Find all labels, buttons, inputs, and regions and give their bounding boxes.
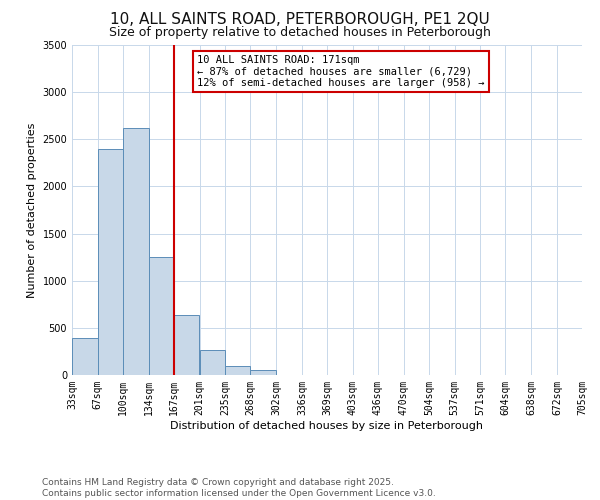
Y-axis label: Number of detached properties: Number of detached properties [27, 122, 37, 298]
Bar [72, 338, 98, 375]
Text: 10 ALL SAINTS ROAD: 171sqm
← 87% of detached houses are smaller (6,729)
12% of s: 10 ALL SAINTS ROAD: 171sqm ← 87% of deta… [197, 55, 484, 88]
Bar [250, 370, 276, 375]
Bar [98, 148, 123, 375]
X-axis label: Distribution of detached houses by size in Peterborough: Distribution of detached houses by size … [170, 420, 484, 430]
Bar [173, 314, 199, 375]
Bar [226, 366, 250, 375]
Bar [123, 128, 149, 375]
Text: 10, ALL SAINTS ROAD, PETERBOROUGH, PE1 2QU: 10, ALL SAINTS ROAD, PETERBOROUGH, PE1 2… [110, 12, 490, 28]
Text: Contains HM Land Registry data © Crown copyright and database right 2025.
Contai: Contains HM Land Registry data © Crown c… [42, 478, 436, 498]
Bar [199, 350, 226, 375]
Text: Size of property relative to detached houses in Peterborough: Size of property relative to detached ho… [109, 26, 491, 39]
Bar [149, 257, 173, 375]
